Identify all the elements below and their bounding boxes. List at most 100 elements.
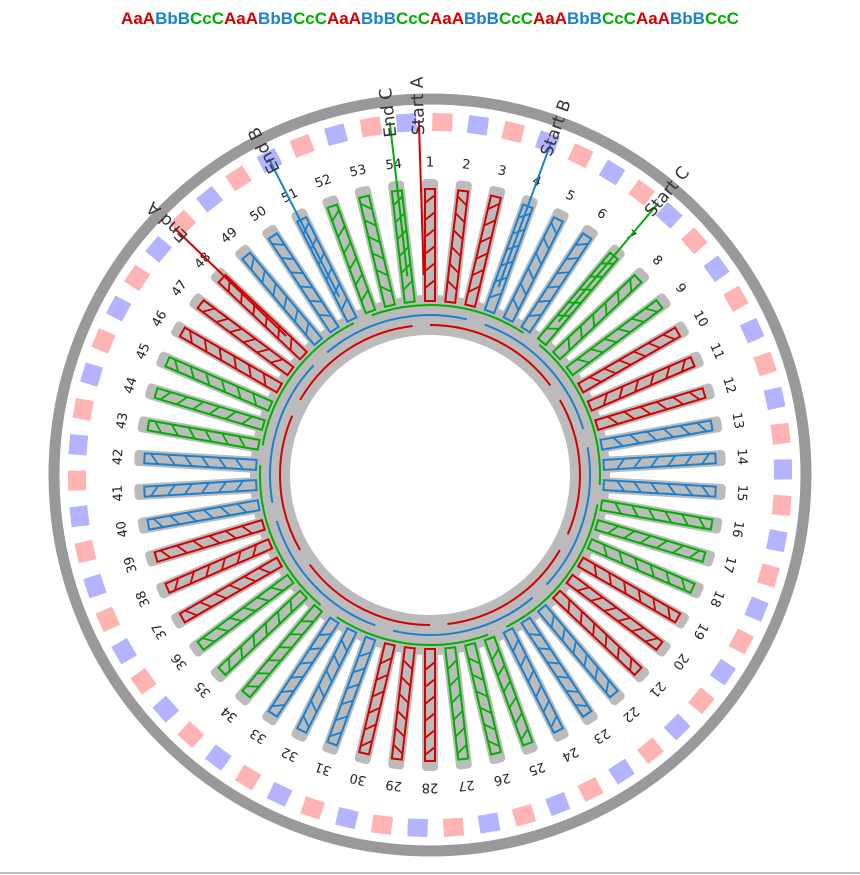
slot bbox=[534, 601, 625, 706]
hatch bbox=[572, 640, 577, 654]
end-connection bbox=[336, 616, 489, 646]
slot bbox=[145, 517, 269, 567]
magnet bbox=[91, 328, 116, 354]
hatch bbox=[650, 482, 660, 494]
hatch bbox=[186, 512, 198, 522]
hatch bbox=[454, 212, 466, 223]
hatch bbox=[542, 700, 550, 713]
hatch bbox=[234, 458, 244, 470]
magnet bbox=[68, 434, 89, 456]
slot bbox=[291, 624, 360, 742]
hatch bbox=[340, 298, 348, 311]
slot-number: 48 bbox=[192, 250, 214, 272]
hatch bbox=[252, 634, 256, 648]
hatch bbox=[368, 706, 381, 715]
coil-side bbox=[565, 298, 664, 377]
slot-number: 36 bbox=[169, 650, 191, 672]
hatch bbox=[243, 575, 257, 583]
hatch bbox=[424, 729, 436, 739]
tooth bbox=[137, 416, 264, 453]
hatch bbox=[310, 700, 318, 713]
slot-number: 12 bbox=[719, 375, 738, 395]
hatch bbox=[662, 333, 676, 341]
hatch bbox=[360, 289, 369, 302]
tooth bbox=[599, 477, 726, 500]
hatch bbox=[605, 679, 610, 693]
magnet bbox=[359, 116, 383, 138]
hatch bbox=[633, 481, 643, 493]
hatch bbox=[447, 280, 458, 291]
hatch bbox=[567, 599, 571, 613]
title-group: CcC bbox=[190, 9, 224, 28]
hatch bbox=[665, 366, 671, 379]
hatch bbox=[590, 348, 604, 354]
hatch bbox=[647, 508, 656, 521]
hatch bbox=[256, 348, 270, 354]
hatch bbox=[270, 358, 284, 364]
hatch bbox=[650, 456, 660, 468]
coil-side bbox=[599, 419, 714, 451]
tooth bbox=[442, 180, 472, 307]
hatch bbox=[701, 485, 710, 497]
hatch bbox=[318, 313, 332, 317]
hatch bbox=[656, 540, 668, 549]
hatch bbox=[424, 194, 436, 204]
tooth bbox=[584, 536, 704, 599]
coil-side bbox=[502, 626, 565, 735]
slot-number: 20 bbox=[669, 650, 691, 672]
hatch bbox=[183, 483, 193, 495]
slot-number: 27 bbox=[457, 776, 475, 793]
tooth bbox=[171, 321, 286, 396]
hatch bbox=[520, 728, 529, 741]
slot-number: 51 bbox=[279, 186, 301, 207]
slot bbox=[322, 195, 379, 317]
coil-side bbox=[551, 273, 643, 361]
hatch bbox=[648, 342, 661, 349]
title-group: BbB bbox=[464, 9, 499, 28]
hatch bbox=[189, 571, 195, 584]
slot-number: 32 bbox=[279, 743, 301, 764]
magnet bbox=[106, 295, 132, 322]
hatch bbox=[189, 366, 195, 379]
hatch bbox=[424, 695, 436, 705]
coil-side bbox=[143, 452, 258, 471]
slot bbox=[574, 554, 689, 629]
hatch bbox=[215, 627, 229, 633]
hatch bbox=[215, 317, 229, 323]
hatch bbox=[208, 406, 221, 415]
coil-side bbox=[483, 635, 534, 747]
hatch bbox=[240, 646, 244, 660]
slot-number: 46 bbox=[149, 308, 170, 330]
magnet bbox=[95, 606, 121, 633]
slot-number: 41 bbox=[111, 484, 127, 501]
hatch bbox=[519, 654, 527, 668]
lead bbox=[388, 122, 409, 277]
slot bbox=[189, 293, 297, 379]
coil-side bbox=[326, 635, 377, 747]
hatch bbox=[261, 270, 266, 284]
slot bbox=[481, 633, 538, 755]
tooth bbox=[574, 554, 689, 629]
stator-core bbox=[250, 295, 610, 655]
hatch bbox=[246, 685, 260, 688]
magnet bbox=[196, 186, 223, 213]
hatch bbox=[639, 406, 652, 415]
hatch bbox=[264, 622, 268, 636]
title-group: CcC bbox=[293, 9, 327, 28]
hatch bbox=[447, 659, 458, 670]
magnet bbox=[628, 179, 656, 206]
magnet bbox=[234, 764, 262, 791]
hatch bbox=[233, 356, 237, 369]
title-group: AaA bbox=[327, 9, 361, 28]
hatch bbox=[224, 410, 237, 420]
coil-side bbox=[520, 231, 593, 334]
hatch bbox=[672, 396, 684, 406]
hatch bbox=[424, 279, 436, 289]
tooth bbox=[137, 497, 264, 534]
hatch bbox=[375, 269, 389, 277]
coil-side bbox=[464, 194, 503, 309]
hatch bbox=[537, 299, 551, 303]
hatch bbox=[402, 659, 413, 670]
slot bbox=[596, 416, 723, 453]
coil-side bbox=[464, 641, 503, 756]
